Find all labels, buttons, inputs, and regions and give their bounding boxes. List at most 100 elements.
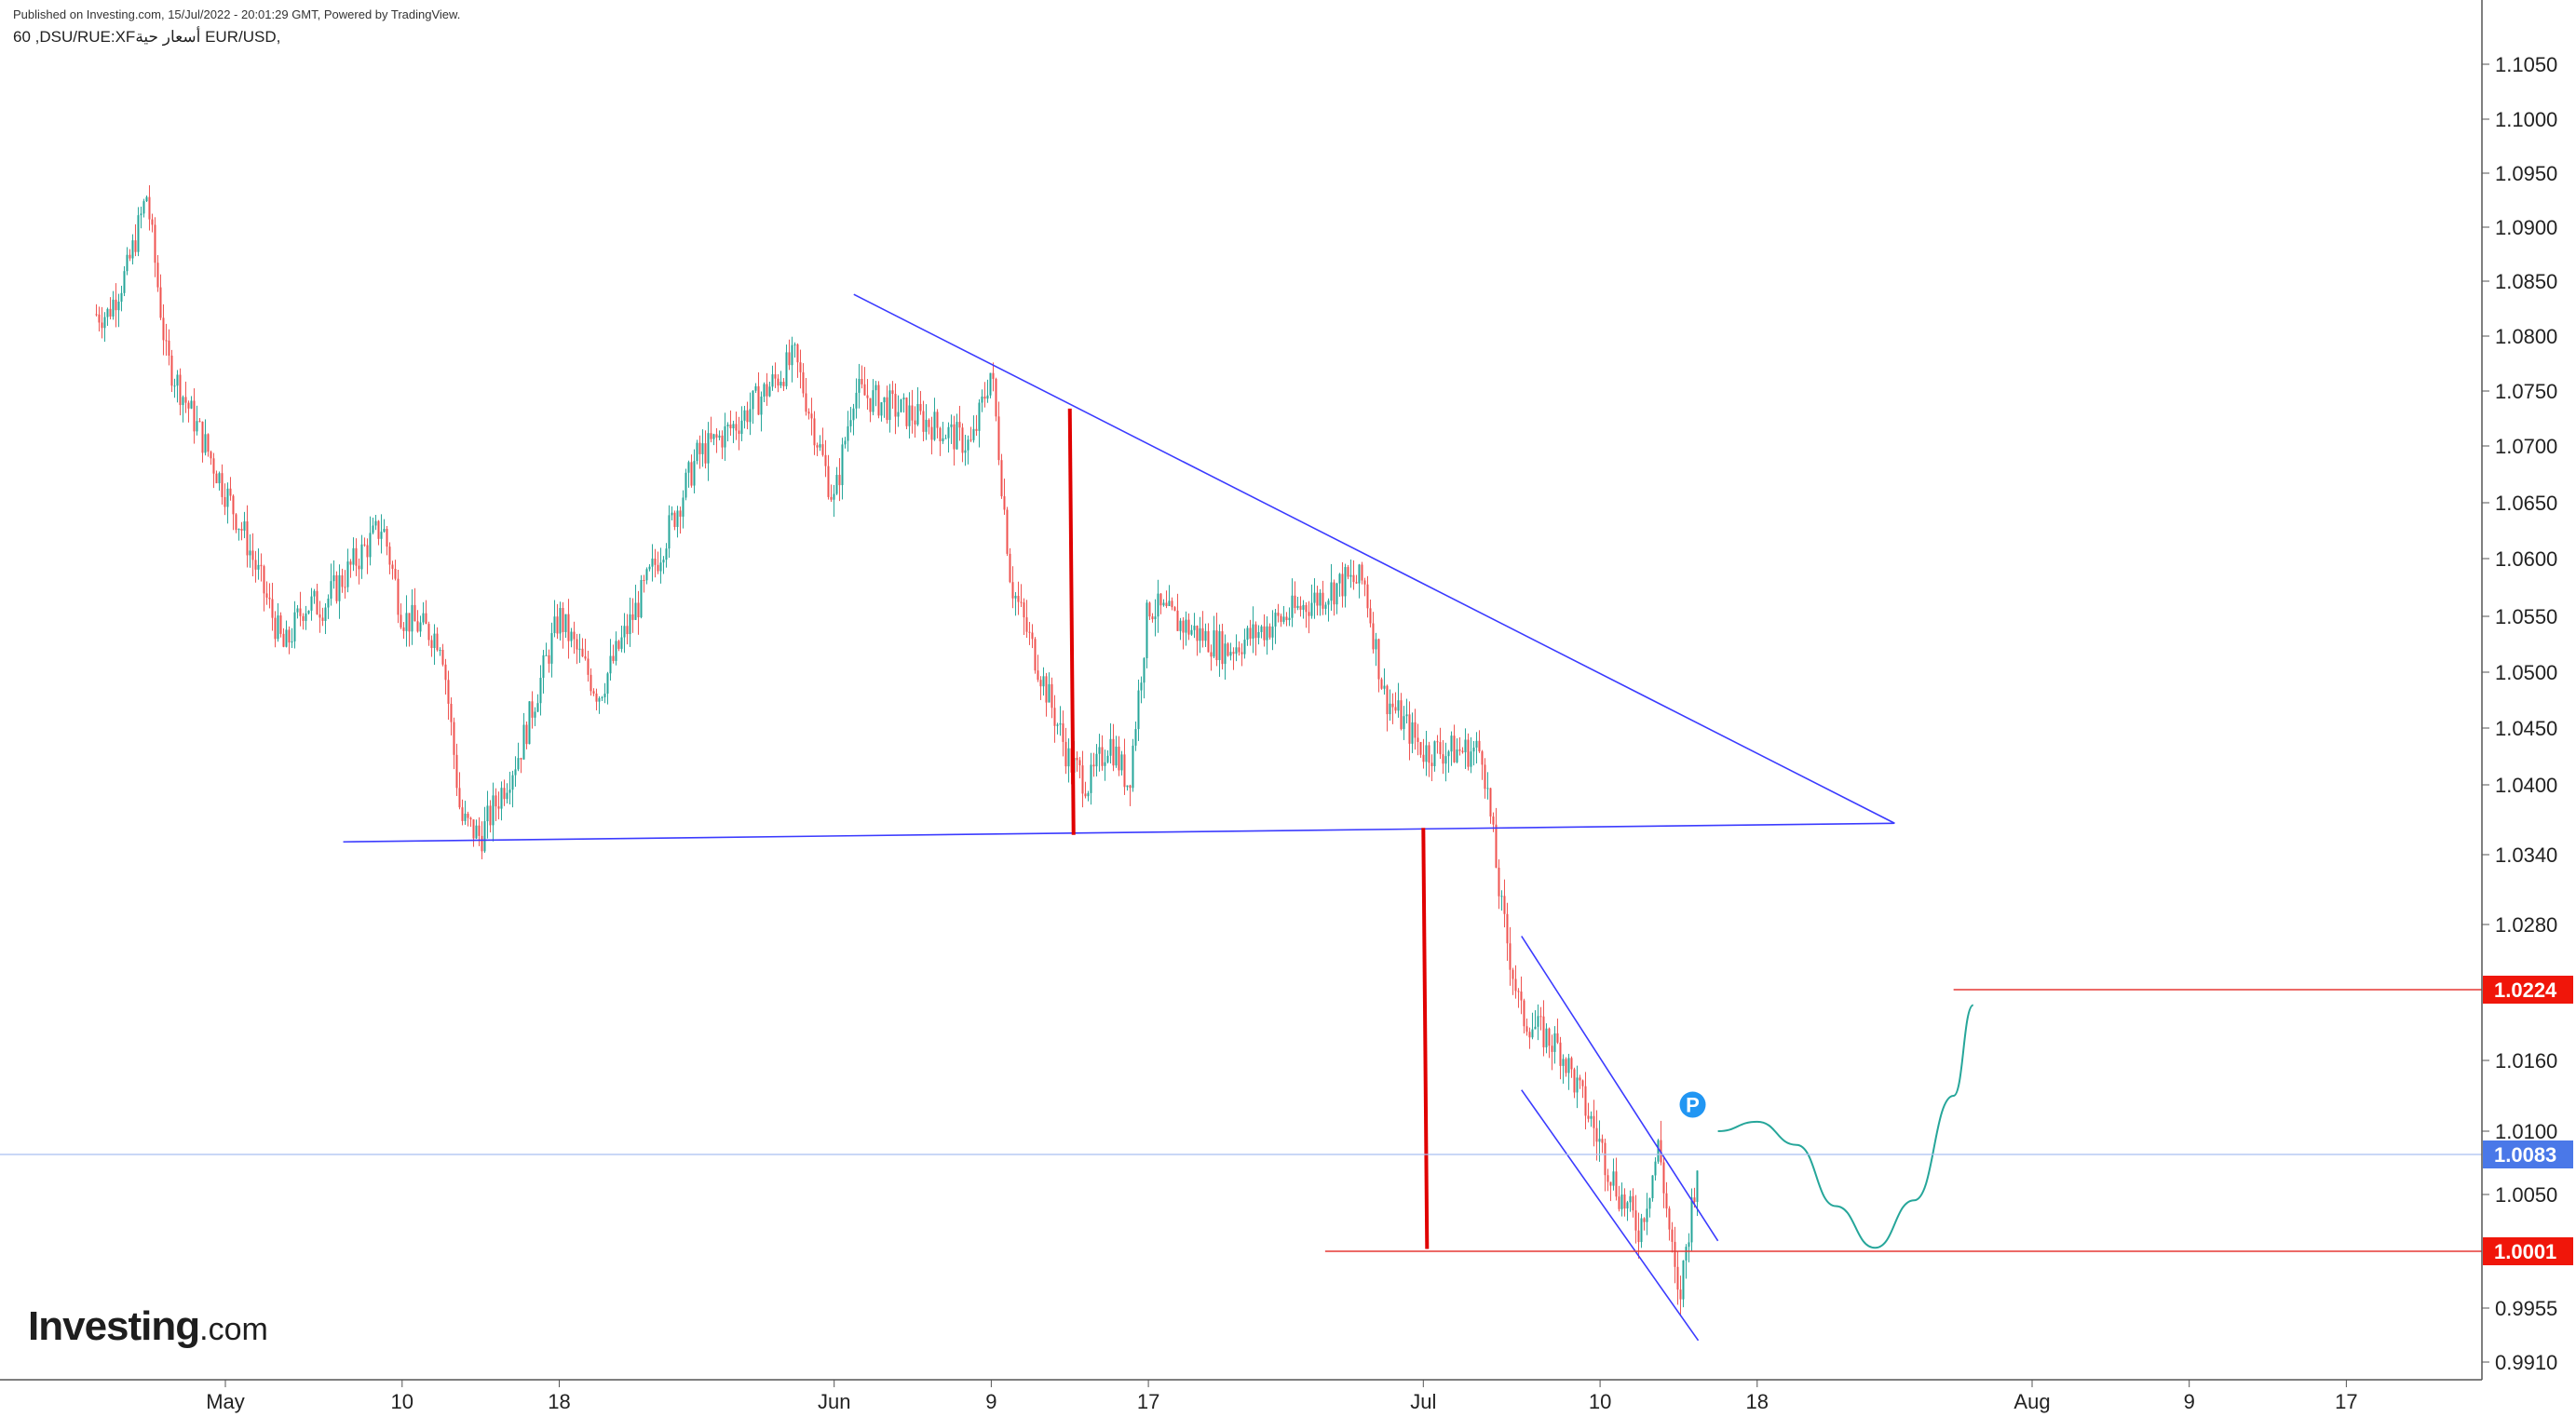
candle-body — [682, 497, 685, 517]
candle-body — [461, 807, 464, 821]
candle-body — [1140, 682, 1143, 691]
candle-body — [137, 215, 140, 252]
candle-body — [1553, 1032, 1556, 1052]
candle-body — [791, 344, 793, 366]
candle-body — [511, 775, 514, 790]
candle-body — [704, 443, 707, 464]
candle-body — [802, 371, 805, 394]
candle-body — [1039, 680, 1042, 687]
price-tick-label: 1.0550 — [2495, 605, 2557, 628]
candle-body — [187, 402, 190, 409]
candle-body — [1679, 1289, 1682, 1300]
candle-body — [785, 352, 788, 386]
candle-body — [615, 641, 617, 661]
candle-body — [643, 580, 645, 582]
price-badge-label: 1.0001 — [2494, 1240, 2556, 1263]
price-badge — [2483, 1237, 2573, 1265]
candle-body — [1690, 1197, 1693, 1243]
candle-body — [1042, 676, 1045, 687]
candle-body — [1252, 624, 1254, 639]
candle-body — [1523, 1000, 1525, 1027]
logo-domain: .com — [199, 1312, 268, 1347]
candle-body — [1654, 1161, 1657, 1176]
candle-body — [430, 640, 433, 648]
candle-body — [914, 420, 916, 425]
candle-body — [813, 418, 816, 446]
candle-body — [1428, 745, 1430, 763]
candle-body — [263, 566, 265, 594]
candle-body — [472, 819, 475, 839]
candle-body — [145, 196, 148, 202]
candle-body — [1051, 683, 1053, 708]
candle-body — [698, 442, 701, 454]
candle-body — [464, 813, 467, 821]
candle-body — [1294, 595, 1296, 608]
marker-label: P — [1686, 1094, 1700, 1117]
candle-body — [1106, 755, 1109, 762]
candle-body — [1006, 509, 1009, 554]
trendline-channel-lower — [1521, 1089, 1700, 1342]
candle-body — [1266, 626, 1268, 641]
candle-body — [274, 617, 277, 640]
candle-body — [1565, 1059, 1567, 1073]
candle-body — [1271, 626, 1274, 638]
candle-body — [346, 561, 349, 587]
trendline-channel-upper — [1521, 936, 1719, 1242]
candle-body — [1238, 647, 1241, 653]
price-badge-label: 1.0224 — [2494, 978, 2557, 1002]
candle-body — [1539, 1016, 1542, 1018]
candle-body — [1405, 714, 1408, 717]
candle-body — [947, 426, 950, 439]
candle-body — [961, 427, 964, 453]
candle-body — [595, 693, 598, 702]
candle-body — [567, 614, 570, 641]
candle-body — [1347, 567, 1349, 577]
candle-body — [1137, 690, 1140, 730]
candle-body — [771, 374, 774, 387]
candle-body — [1629, 1195, 1632, 1203]
candle-body — [590, 674, 592, 692]
candle-body — [1662, 1162, 1665, 1194]
price-tick-label: 1.0750 — [2495, 380, 2557, 403]
candle-body — [1581, 1080, 1584, 1086]
candle-body — [1123, 754, 1126, 788]
candle-body — [858, 378, 861, 393]
candle-body — [1148, 602, 1151, 617]
candle-body — [112, 299, 115, 317]
candle-body — [305, 613, 307, 621]
candle-body — [254, 560, 257, 570]
price-tick-label: 1.0340 — [2495, 843, 2557, 867]
candle-body — [1028, 631, 1031, 633]
marker-circle — [1679, 1091, 1706, 1118]
candle-body — [891, 390, 894, 395]
candle-body — [386, 529, 388, 547]
candle-body — [570, 631, 573, 641]
candle-body — [1196, 626, 1199, 641]
candle-body — [162, 317, 165, 341]
candle-body — [1623, 1194, 1626, 1209]
candle-body — [740, 420, 743, 434]
candle-body — [1391, 703, 1394, 708]
candle-body — [1447, 751, 1450, 757]
candle-body — [911, 405, 914, 421]
candle-body — [478, 825, 481, 836]
projection-curve — [1717, 1004, 1974, 1249]
candle-body — [1190, 629, 1193, 635]
candle-body — [450, 703, 453, 722]
candle-body — [383, 529, 386, 533]
candle-body — [760, 396, 763, 415]
candle-body — [992, 372, 995, 379]
candle-body — [905, 398, 908, 426]
candle-body — [1313, 592, 1316, 603]
symbol-title: 60 ,DSU/RUE:XFأسعار حية EUR/USD, — [13, 28, 281, 46]
price-tick-label: 1.0900 — [2495, 216, 2557, 239]
candle-body — [246, 520, 249, 556]
candle-body — [777, 378, 780, 386]
candle-body — [626, 626, 629, 635]
candle-body — [1249, 628, 1252, 639]
candle-body — [1517, 991, 1520, 992]
candle-body — [1548, 1028, 1551, 1046]
candle-body — [603, 694, 606, 697]
candle-body — [975, 428, 978, 431]
